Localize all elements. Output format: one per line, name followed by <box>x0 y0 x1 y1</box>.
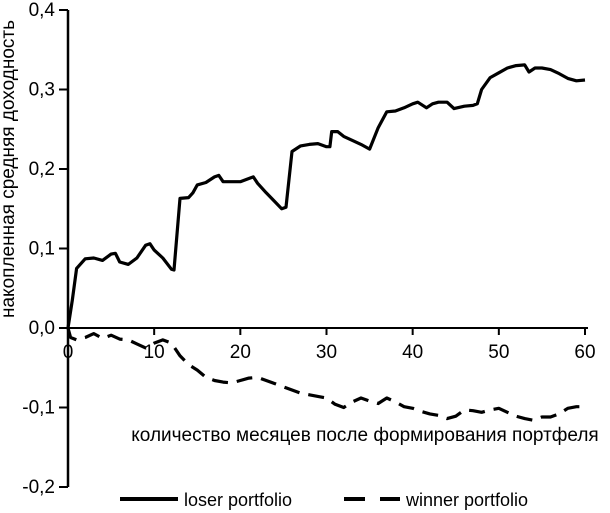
y-tick-label: -0,1 <box>22 398 55 419</box>
loser-portfolio-line <box>66 63 586 329</box>
x-axis-title: количество месяцев после формирования по… <box>131 425 598 446</box>
y-tick-label: 0,4 <box>29 0 56 21</box>
y-tick-label: 0,1 <box>29 239 55 260</box>
y-tick-label: 0,0 <box>29 318 55 339</box>
legend: loser portfolio winner portfolio <box>120 490 528 510</box>
y-tick-label: 0,2 <box>29 159 55 180</box>
legend-label-loser: loser portfolio <box>184 490 292 510</box>
y-axis-title: накопленная средняя доходность <box>0 20 19 318</box>
x-tick-label: 50 <box>488 342 509 363</box>
x-tick-label: 60 <box>574 342 595 363</box>
axes: 0,4 0,3 0,2 0,1 0,0 -0,1 -0,2 0 10 20 30 40 50 60 <box>22 0 595 498</box>
winner-portfolio-line <box>66 327 585 422</box>
x-tick-label: 40 <box>402 342 423 363</box>
x-tick-label: 10 <box>144 342 165 363</box>
x-tick-label: 20 <box>230 342 251 363</box>
plot-series <box>66 63 586 422</box>
x-tick-label: 0 <box>63 342 74 363</box>
x-tick-label: 30 <box>316 342 337 363</box>
y-tick-label: -0,2 <box>22 477 55 498</box>
legend-label-winner: winner portfolio <box>405 490 528 510</box>
y-tick-label: 0,3 <box>29 80 55 101</box>
